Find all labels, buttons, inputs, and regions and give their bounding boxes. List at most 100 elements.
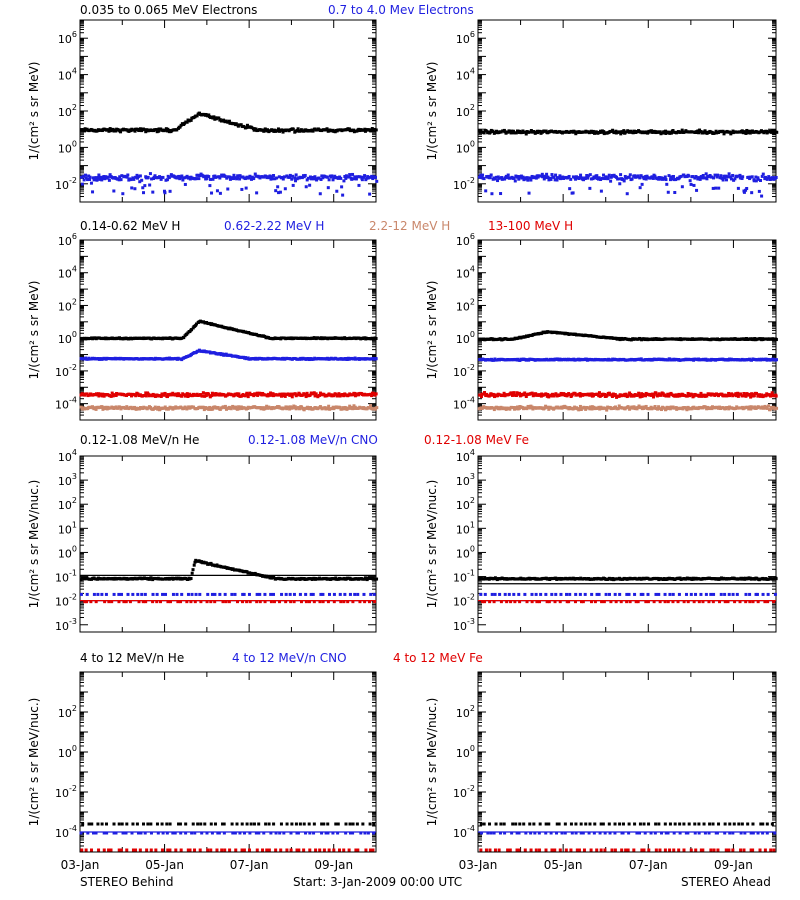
data-point	[512, 391, 516, 395]
data-point	[206, 592, 210, 596]
legend-label: 2.2-12 MeV H	[369, 219, 450, 233]
data-point	[670, 177, 674, 181]
data-point	[223, 404, 227, 408]
y-tick-label: 104	[58, 265, 77, 281]
data-point	[247, 592, 251, 596]
data-series	[477, 404, 779, 412]
y-tick-label: 10-2	[55, 176, 77, 192]
data-series	[478, 330, 778, 342]
data-point	[727, 172, 731, 176]
data-series	[478, 128, 779, 136]
data-point	[288, 173, 292, 177]
chart-panel: 10-2 100 102 104 106 1/(cm² s sr MeV)	[27, 19, 379, 203]
data-point	[192, 563, 196, 567]
data-point	[577, 176, 581, 180]
chart-panel: 10-4 10-2 100 102 104 106 1/(cm² s sr MeV)	[425, 232, 779, 421]
data-point	[330, 174, 334, 178]
data-point	[248, 174, 252, 178]
data-point	[104, 592, 108, 596]
data-point	[207, 175, 211, 179]
data-point	[586, 176, 590, 180]
legend-label: 0.12-1.08 MeV Fe	[424, 433, 529, 447]
data-point	[527, 191, 531, 195]
data-point	[721, 178, 725, 182]
data-point	[110, 391, 114, 395]
y-tick-label: 102	[58, 297, 77, 313]
data-point	[636, 174, 640, 178]
data-point	[180, 592, 184, 596]
data-point	[704, 172, 708, 176]
data-point	[374, 128, 378, 132]
data-point	[223, 592, 227, 596]
data-point	[112, 592, 116, 596]
data-point	[157, 129, 161, 133]
data-point	[370, 394, 374, 398]
data-point	[88, 175, 92, 179]
data-point	[194, 592, 198, 596]
data-point	[107, 178, 111, 182]
data-point	[760, 174, 764, 178]
y-tick-label: 103	[58, 472, 77, 488]
data-point	[328, 592, 332, 596]
data-point	[496, 179, 500, 183]
y-axis-label: 1/(cm² s sr MeV)	[425, 62, 439, 161]
data-point	[119, 130, 123, 134]
data-point	[666, 190, 670, 194]
data-point	[255, 191, 259, 195]
data-point	[252, 176, 256, 180]
data-point	[567, 174, 571, 178]
data-point	[750, 175, 754, 179]
data-point	[282, 175, 286, 179]
y-tick-label: 106	[456, 30, 475, 46]
data-point	[175, 592, 179, 596]
y-axis-label: 1/(cm² s sr MeV/nuc.)	[27, 480, 41, 609]
data-point	[161, 175, 165, 179]
data-point	[272, 592, 276, 596]
data-point	[595, 174, 599, 178]
data-point	[640, 182, 644, 186]
data-series	[80, 111, 378, 134]
y-axis-label: 1/(cm² s sr MeV)	[27, 281, 41, 380]
y-tick-label: 100	[456, 139, 475, 155]
data-point	[269, 391, 273, 395]
data-point	[665, 182, 669, 186]
data-point	[353, 391, 357, 395]
data-point	[325, 127, 329, 131]
data-point	[298, 592, 302, 596]
data-point	[276, 185, 280, 189]
data-point	[775, 406, 779, 410]
data-point	[687, 174, 691, 178]
data-point	[339, 176, 343, 180]
y-tick-label: 104	[456, 67, 475, 83]
data-point	[588, 186, 592, 190]
data-point	[130, 186, 134, 190]
data-point	[630, 177, 634, 181]
legend-label: 4 to 12 MeV Fe	[393, 651, 483, 665]
data-point	[201, 391, 205, 395]
data-point	[214, 175, 218, 179]
data-series	[79, 319, 378, 341]
data-point	[513, 179, 517, 183]
data-point	[774, 394, 778, 398]
data-point	[571, 191, 575, 195]
data-point	[85, 592, 89, 596]
data-point	[526, 178, 530, 182]
data-point	[198, 592, 202, 596]
y-tick-label: 10-2	[55, 593, 77, 609]
data-point	[545, 172, 549, 176]
data-point	[752, 394, 756, 398]
data-point	[332, 592, 336, 596]
data-point	[363, 174, 367, 178]
data-point	[579, 173, 583, 177]
data-point	[208, 177, 212, 181]
data-point	[488, 176, 492, 180]
data-point	[238, 177, 242, 181]
data-point	[97, 173, 101, 177]
data-point	[148, 183, 152, 187]
data-point	[211, 177, 215, 181]
y-tick-label: 104	[58, 67, 77, 83]
data-point	[325, 175, 329, 179]
data-point	[724, 178, 728, 182]
data-point	[254, 174, 258, 178]
